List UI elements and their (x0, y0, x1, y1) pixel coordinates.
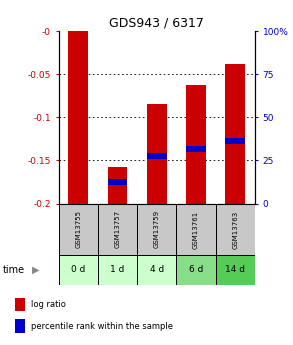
Bar (15, 298, 25, 311)
Text: GSM13755: GSM13755 (75, 210, 81, 248)
Bar (69, 31, 88, 204)
Text: log ratio: log ratio (31, 300, 66, 309)
Text: GSM13761: GSM13761 (193, 210, 199, 248)
Bar (59, 255, 98, 285)
Text: 1 d: 1 d (110, 265, 125, 275)
Bar (216, 255, 255, 285)
Bar (176, 255, 216, 285)
Bar (98, 204, 137, 255)
Bar (186, 85, 206, 204)
Text: 4 d: 4 d (150, 265, 164, 275)
Text: percentile rank within the sample: percentile rank within the sample (31, 322, 173, 331)
Text: 6 d: 6 d (189, 265, 203, 275)
Bar (147, 104, 166, 204)
Text: 14 d: 14 d (225, 265, 245, 275)
Bar (147, 153, 166, 159)
Bar (108, 179, 127, 185)
Text: GSM13763: GSM13763 (232, 210, 238, 248)
Bar (137, 204, 176, 255)
Title: GDS943 / 6317: GDS943 / 6317 (109, 17, 204, 30)
Bar (216, 204, 255, 255)
Bar (137, 255, 176, 285)
Bar (98, 255, 137, 285)
Text: GSM13759: GSM13759 (154, 210, 160, 248)
Bar (226, 64, 245, 204)
Text: ▶: ▶ (32, 265, 40, 275)
Text: GSM13757: GSM13757 (115, 210, 120, 248)
Bar (108, 167, 127, 204)
Bar (15, 319, 25, 333)
Text: 0 d: 0 d (71, 265, 86, 275)
Text: time: time (3, 265, 25, 275)
Bar (176, 204, 216, 255)
Bar (186, 146, 206, 152)
Bar (226, 138, 245, 145)
Bar (59, 204, 98, 255)
